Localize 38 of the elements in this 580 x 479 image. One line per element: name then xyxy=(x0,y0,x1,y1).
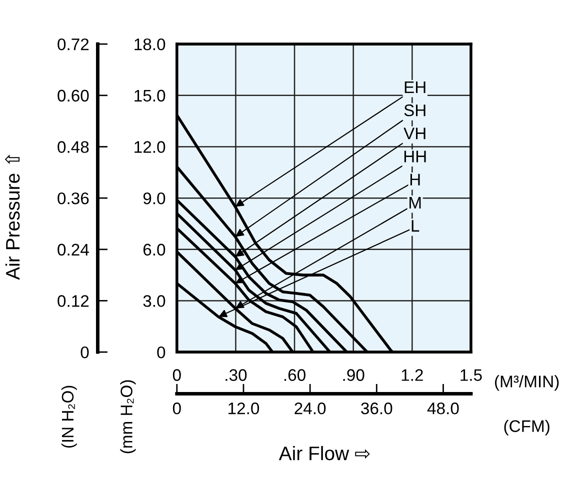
text: M xyxy=(410,197,421,208)
y2-tick-label: 0.12 xyxy=(58,295,89,307)
x2-tick-label: 24.0 xyxy=(294,402,326,414)
x2-tick-label: 12.0 xyxy=(228,402,260,414)
y-tick-label: 0 xyxy=(157,346,166,358)
x-tick-label: 1.2 xyxy=(402,369,423,381)
y-tick-label: 18.0 xyxy=(134,38,166,50)
y-tick-label: 9.0 xyxy=(143,192,166,204)
x-tick-label: .90 xyxy=(343,369,364,381)
y2-tick-label: 0.24 xyxy=(58,244,89,256)
x-tick-label: .30 xyxy=(226,369,247,381)
x2-axis-title: (CFM) xyxy=(504,420,550,436)
y-tick-label: 3.0 xyxy=(143,295,166,307)
y2-tick-label: 0.60 xyxy=(58,90,89,102)
x-tick-label: 0 xyxy=(172,369,181,381)
x-tick-label: 1.5 xyxy=(460,369,482,381)
y2-tick-label: 0.72 xyxy=(58,38,89,50)
x2-tick-label: 48.0 xyxy=(427,402,459,414)
text: VH xyxy=(404,128,426,140)
y-tick-label: 15.0 xyxy=(134,90,166,102)
y2-tick-label: 0 xyxy=(80,346,89,358)
text: SH xyxy=(404,104,426,116)
y-axis-title: (mm H₂O) xyxy=(120,380,136,454)
y-tick-label: 12.0 xyxy=(134,141,166,153)
x-tick-label: .60 xyxy=(284,369,306,381)
y2-tick-label: 0.36 xyxy=(58,192,89,204)
y-tick-label: 6.0 xyxy=(143,244,166,256)
text: HH xyxy=(404,150,426,162)
y2-tick-label: 0.48 xyxy=(58,141,89,153)
text: L xyxy=(412,220,420,232)
y2-axis-title: (IN H₂O) xyxy=(61,386,77,448)
x2-tick-label: 0 xyxy=(172,402,181,414)
text: Air Flow ⇨ xyxy=(278,446,370,460)
x-axis-title: (M³/MIN) xyxy=(495,375,559,391)
text: H xyxy=(410,174,420,186)
text: EH xyxy=(404,82,426,93)
text: Air Pressure ⇧ xyxy=(4,154,20,280)
x2-tick-label: 36.0 xyxy=(361,402,392,414)
